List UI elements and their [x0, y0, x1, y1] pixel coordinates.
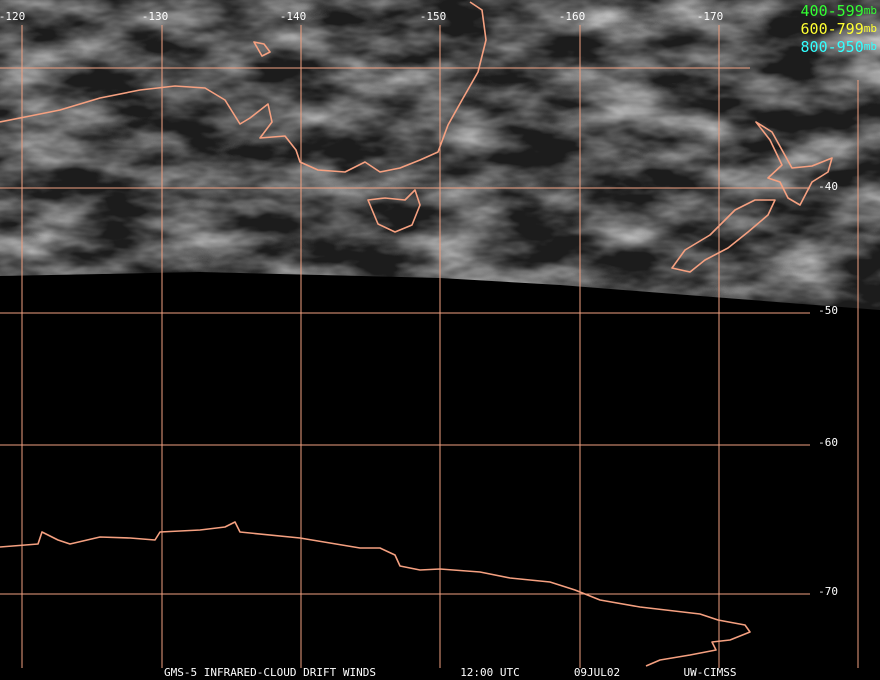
tasmania [367, 189, 421, 233]
lon-label: -130 [142, 10, 169, 23]
lat-label: -60 [818, 436, 838, 449]
antarctica-coast [0, 521, 751, 667]
legend-entry: 800-950mb [801, 38, 877, 56]
footer-text: 12:00 UTC [460, 666, 520, 679]
legend-unit: mb [864, 22, 877, 35]
nz-north-island [755, 121, 833, 206]
lat-label: -50 [818, 304, 838, 317]
legend-range: 600-799 [801, 20, 864, 38]
lon-label: -160 [559, 10, 586, 23]
legend-range: 400-599 [801, 2, 864, 20]
lon-label: -140 [280, 10, 307, 23]
graticule [0, 25, 859, 668]
coastlines [0, 1, 833, 667]
legend-entry: 600-799mb [801, 20, 877, 38]
footer-text: GMS-5 INFRARED-CLOUD DRIFT WINDS [164, 666, 376, 679]
lon-label: -120 [0, 10, 25, 23]
kangaroo-island [253, 41, 271, 57]
legend-entry: 400-599mb [801, 2, 877, 20]
legend-unit: mb [864, 40, 877, 53]
legend-range: 800-950 [801, 38, 864, 56]
lat-label: -70 [818, 585, 838, 598]
lat-label: -40 [818, 180, 838, 193]
lon-label: -170 [697, 10, 724, 23]
footer-text: 09JUL02 [574, 666, 620, 679]
nz-south-island [671, 199, 776, 273]
lon-label: -150 [420, 10, 447, 23]
footer-text: UW-CIMSS [684, 666, 737, 679]
australia-coast [0, 1, 487, 173]
legend-unit: mb [864, 4, 877, 17]
